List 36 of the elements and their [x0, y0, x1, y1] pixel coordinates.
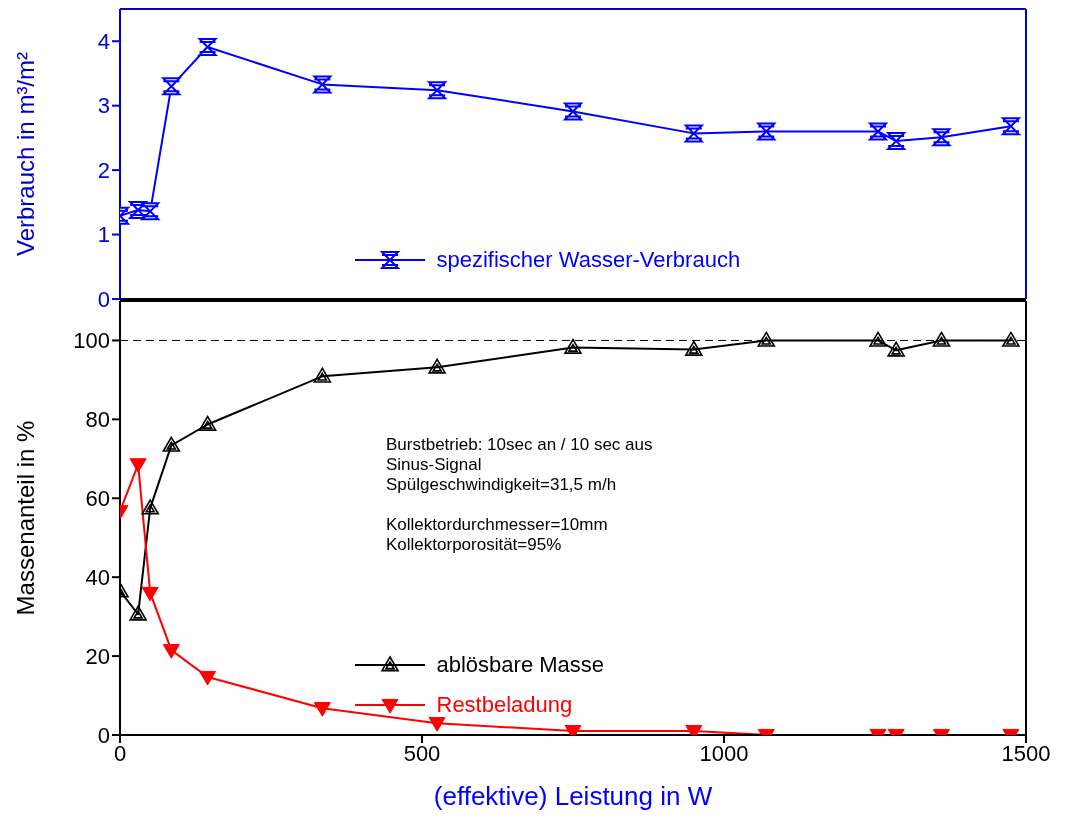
legend-label: spezifischer Wasser-Verbrauch	[436, 247, 741, 273]
x-tick-label: 0	[113, 740, 127, 766]
point	[428, 81, 447, 100]
point	[564, 102, 582, 121]
point	[869, 122, 888, 141]
point	[313, 75, 332, 94]
y-tick-label: 80	[85, 407, 110, 433]
y-tick-label: 2	[97, 157, 110, 183]
x-axis-title: (effektive) Leistung in W	[433, 781, 713, 811]
point	[932, 128, 951, 147]
point	[1001, 117, 1020, 136]
y-tick-label: 60	[85, 486, 110, 512]
point	[757, 122, 776, 141]
x-tick-label: 1000	[699, 740, 749, 766]
y-tick-label: 1	[97, 222, 110, 248]
y-tick-label: 4	[97, 29, 110, 55]
y-tick-label: 100	[73, 328, 110, 354]
y-axis-title: Verbrauch in m³/m²	[11, 51, 39, 257]
y-tick-label: 40	[85, 564, 110, 590]
annotation: Burstbetrieb: 10sec an / 10 sec aus Sinus-Signal Spülgeschwindigkeit=31,5 m/h	[386, 435, 653, 495]
y-tick-label: 3	[97, 93, 110, 119]
point	[684, 124, 703, 143]
annotation: Kollektordurchmesser=10mm Kollektorporosität=95%	[386, 515, 609, 555]
point	[162, 77, 181, 96]
point	[129, 201, 148, 220]
point	[887, 132, 906, 151]
y-tick-label: 0	[97, 286, 110, 312]
x-tick-label: 500	[403, 740, 441, 766]
legend-label: Restbeladung	[436, 692, 573, 718]
legend-label: ablösbare Masse	[436, 652, 605, 678]
y-axis-title: Massenanteil in %	[11, 420, 39, 616]
point	[198, 38, 217, 57]
x-tick-label: 1500	[1001, 740, 1051, 766]
y-tick-label: 0	[97, 722, 110, 748]
y-tick-label: 20	[85, 643, 110, 669]
point	[141, 202, 160, 221]
